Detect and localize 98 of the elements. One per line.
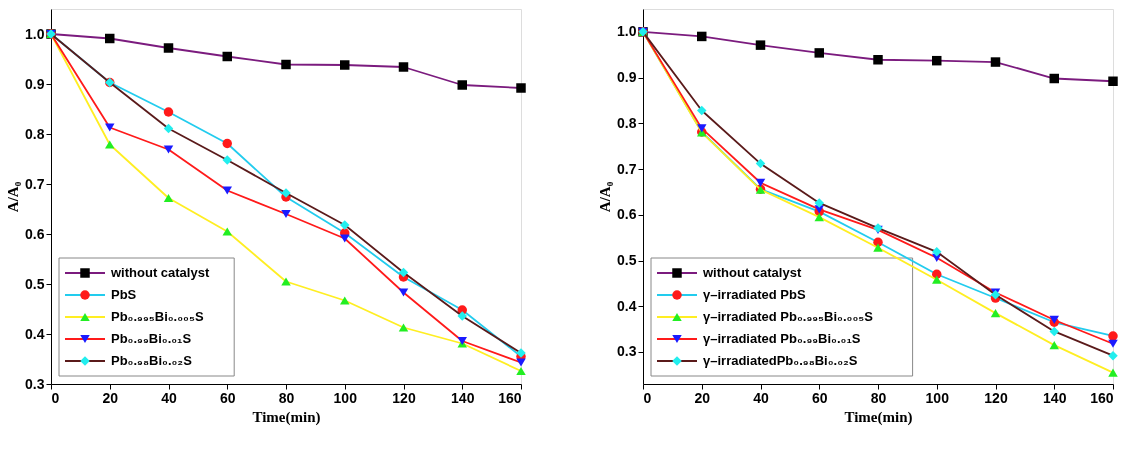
point — [340, 296, 350, 305]
point — [281, 277, 291, 286]
legend-label: PbS — [111, 287, 137, 302]
y-tick-label: 0.9 — [617, 69, 637, 86]
point — [1108, 339, 1118, 348]
y-tick-label: 0.8 — [617, 114, 637, 131]
point — [990, 57, 1001, 67]
y-tick-label: 0.3 — [25, 375, 45, 392]
point — [398, 288, 409, 297]
point — [755, 40, 766, 50]
point — [697, 124, 707, 133]
x-tick-label: 100 — [333, 389, 358, 406]
x-tick-label: 60 — [219, 389, 236, 406]
legend-label: γ–irradiated Pb₀.₉₉Bi₀.₀₁S — [703, 331, 861, 346]
point — [990, 309, 1001, 318]
point — [932, 275, 942, 284]
point — [105, 140, 115, 149]
point — [932, 55, 942, 66]
legend-label: γ–irradiatedPb₀.₉₈Bi₀.₀₂S — [703, 353, 858, 368]
point — [222, 227, 232, 236]
point — [398, 323, 409, 332]
legend-label: Pb₀.₉₉Bi₀.₀₁S — [111, 331, 192, 346]
point — [1108, 76, 1118, 86]
y-tick-label: 0.9 — [25, 75, 45, 92]
point — [1108, 350, 1118, 361]
legend-label: γ–irradiated PbS — [703, 287, 806, 302]
point — [1049, 326, 1059, 337]
point — [163, 107, 174, 117]
point — [281, 59, 291, 70]
point — [873, 243, 883, 252]
legend-label: without catalyst — [110, 265, 210, 280]
point — [814, 212, 824, 222]
point — [755, 158, 766, 169]
x-tick-label: 20 — [694, 389, 711, 406]
y-tick-label: 0.6 — [617, 206, 637, 223]
x-tick-label: 0 — [51, 389, 60, 406]
legend-label: Pb₀.₉₈Bi₀.₀₂S — [111, 353, 193, 368]
point — [222, 51, 232, 62]
point — [932, 247, 942, 257]
point — [697, 31, 707, 42]
point — [1049, 341, 1059, 350]
point — [755, 178, 766, 187]
y-tick-label: 0.4 — [25, 325, 45, 342]
y-tick-label: 1.0 — [617, 23, 637, 40]
x-tick-label: 140 — [451, 389, 475, 406]
x-tick-label: 120 — [392, 389, 416, 406]
y-axis-title: A/A₀ — [597, 181, 614, 213]
x-tick-label: 20 — [102, 389, 119, 406]
point — [163, 123, 174, 134]
point — [222, 186, 232, 195]
x-tick-label: 160 — [498, 389, 522, 406]
point — [163, 193, 174, 203]
y-tick-label: 0.6 — [25, 225, 45, 242]
point — [697, 105, 707, 116]
legend-label: Pb₀.₉₉₅Bi₀.₀₀₅S — [111, 309, 204, 324]
point — [163, 145, 174, 154]
y-tick-label: 0.3 — [617, 343, 637, 360]
point — [814, 48, 824, 58]
point — [516, 83, 526, 93]
y-tick-label: 0.5 — [25, 275, 45, 292]
point — [1108, 331, 1118, 341]
y-tick-label: 0.7 — [617, 160, 637, 177]
y-tick-label: 0.4 — [617, 297, 637, 314]
point — [340, 60, 350, 70]
x-tick-label: 80 — [278, 389, 295, 406]
point — [222, 138, 232, 149]
point — [1108, 368, 1118, 377]
legend-label: γ–irradiated Pb₀.₉₉₅Bi₀.₀₀₅S — [703, 309, 874, 324]
point — [105, 33, 115, 44]
y-tick-label: 1.0 — [25, 25, 45, 42]
x-tick-label: 140 — [1043, 389, 1067, 406]
point — [814, 198, 824, 208]
point — [516, 358, 526, 367]
x-axis-title: Time(min) — [252, 408, 321, 426]
x-axis-title: Time(min) — [844, 408, 913, 426]
point — [873, 55, 883, 65]
x-tick-label: 0 — [643, 389, 652, 406]
x-tick-label: 40 — [161, 389, 177, 406]
point — [398, 267, 409, 278]
point — [163, 43, 174, 53]
x-tick-label: 100 — [925, 389, 950, 406]
x-tick-label: 120 — [984, 389, 1008, 406]
x-tick-label: 40 — [753, 389, 769, 406]
x-tick-label: 160 — [1090, 389, 1114, 406]
point — [281, 209, 291, 219]
y-axis-title: A/A₀ — [5, 181, 22, 213]
point — [340, 234, 350, 243]
y-tick-label: 0.7 — [25, 175, 45, 192]
point — [457, 80, 467, 90]
x-tick-label: 80 — [870, 389, 887, 406]
x-tick-label: 60 — [811, 389, 828, 406]
point — [105, 123, 115, 132]
point — [516, 366, 526, 376]
y-tick-label: 0.5 — [617, 252, 637, 269]
point — [398, 62, 409, 72]
point — [1049, 73, 1059, 84]
legend-label: without catalyst — [702, 265, 802, 280]
y-tick-label: 0.8 — [25, 125, 45, 142]
